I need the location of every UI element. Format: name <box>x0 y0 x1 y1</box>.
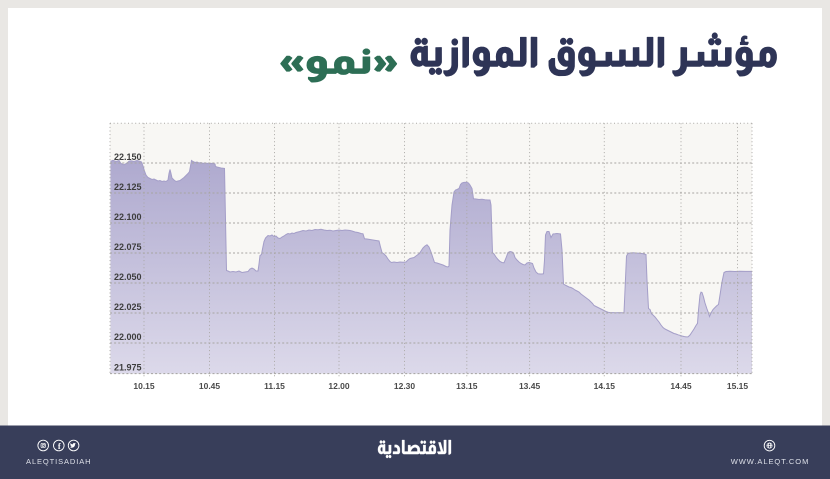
svg-text:14.45: 14.45 <box>670 381 692 391</box>
svg-text:13.15: 13.15 <box>456 381 478 391</box>
svg-text:22.150: 22.150 <box>114 152 142 162</box>
svg-text:22.000: 22.000 <box>114 332 142 342</box>
svg-text:10.45: 10.45 <box>199 381 221 391</box>
svg-text:ALEQTISADIAH: ALEQTISADIAH <box>26 457 91 466</box>
svg-text:10.15: 10.15 <box>133 381 155 391</box>
svg-text:14.15: 14.15 <box>594 381 616 391</box>
svg-text:15.15: 15.15 <box>727 381 749 391</box>
svg-text:22.075: 22.075 <box>114 242 142 252</box>
svg-text:22.100: 22.100 <box>114 212 142 222</box>
svg-text:WWW.ALEQT.COM: WWW.ALEQT.COM <box>731 457 810 466</box>
svg-text:13.45: 13.45 <box>519 381 541 391</box>
svg-text:22.025: 22.025 <box>114 302 142 312</box>
svg-text:12.00: 12.00 <box>328 381 350 391</box>
svg-text:11.15: 11.15 <box>264 381 285 391</box>
svg-text:22.050: 22.050 <box>114 272 142 282</box>
svg-text:12.30: 12.30 <box>394 381 416 391</box>
svg-text:21.975: 21.975 <box>114 363 142 373</box>
svg-text:f: f <box>58 441 61 451</box>
svg-text:22.125: 22.125 <box>114 182 142 192</box>
